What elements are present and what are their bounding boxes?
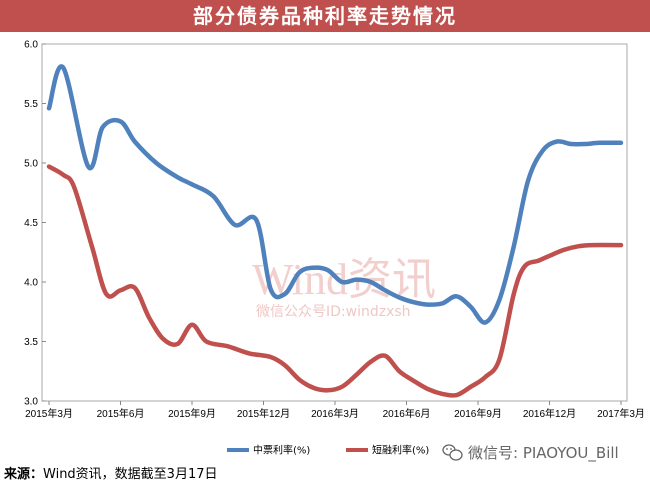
chart-title: 部分债券品种利率走势情况 bbox=[0, 0, 650, 32]
plot-border bbox=[41, 43, 628, 402]
x-tick-label: 2015年9月 bbox=[168, 407, 216, 420]
x-tick-label: 2016年6月 bbox=[383, 407, 431, 420]
x-tick-label: 2016年9月 bbox=[454, 407, 502, 420]
wechat-icon bbox=[442, 444, 463, 461]
y-tick-label: 5.5 bbox=[24, 99, 38, 110]
y-tick-label: 4.5 bbox=[24, 218, 38, 229]
x-tick-label: 2017年3月 bbox=[597, 407, 645, 420]
series-layer bbox=[46, 64, 624, 398]
legend: 中票利率(%) 短融利率(%) bbox=[227, 444, 429, 457]
legend-label: 中票利率(%) bbox=[253, 444, 310, 457]
y-tick-label: 6.0 bbox=[24, 40, 38, 51]
x-tick-label: 2015年6月 bbox=[97, 407, 145, 420]
y-axis: 3.0 3.5 4.0 4.5 5.0 5.5 6.0 bbox=[24, 40, 46, 408]
x-tick-label: 2015年12月 bbox=[237, 407, 290, 420]
legend-label: 短融利率(%) bbox=[372, 444, 429, 457]
watermark-sub: 微信公众号ID:windzxsh bbox=[256, 304, 411, 320]
x-tick-label: 2016年3月 bbox=[311, 407, 359, 420]
wechat-handle: 微信号: PIAOYOU_Bill bbox=[468, 444, 619, 463]
y-tick-label: 3.0 bbox=[24, 397, 38, 408]
series-line-0 bbox=[46, 64, 624, 325]
source-label: 来源： bbox=[4, 467, 44, 482]
watermark: Wind资讯 微信公众号ID:windzxsh bbox=[252, 255, 436, 320]
y-tick-label: 5.0 bbox=[24, 159, 38, 170]
x-tick-label: 2016年12月 bbox=[523, 407, 576, 420]
y-tick-label: 3.5 bbox=[24, 337, 38, 348]
y-tick-label: 4.0 bbox=[24, 278, 38, 289]
chart-area: Wind资讯 微信公众号ID:windzxsh 3.0 3.5 4.0 4.5 5.0 5… bbox=[24, 40, 645, 464]
x-axis: 2015年3月 2015年6月 2015年9月 2015年12月 2016年3月 2016… bbox=[25, 401, 645, 420]
source-text: Wind资讯，数据截至3月17日 bbox=[43, 467, 218, 482]
source-note: 来源：Wind资讯，数据截至3月17日 bbox=[4, 463, 218, 482]
wechat-badge: 微信号: PIAOYOU_Bill bbox=[442, 444, 619, 463]
series-line-1 bbox=[46, 164, 624, 398]
x-tick-label: 2015年3月 bbox=[25, 407, 73, 420]
